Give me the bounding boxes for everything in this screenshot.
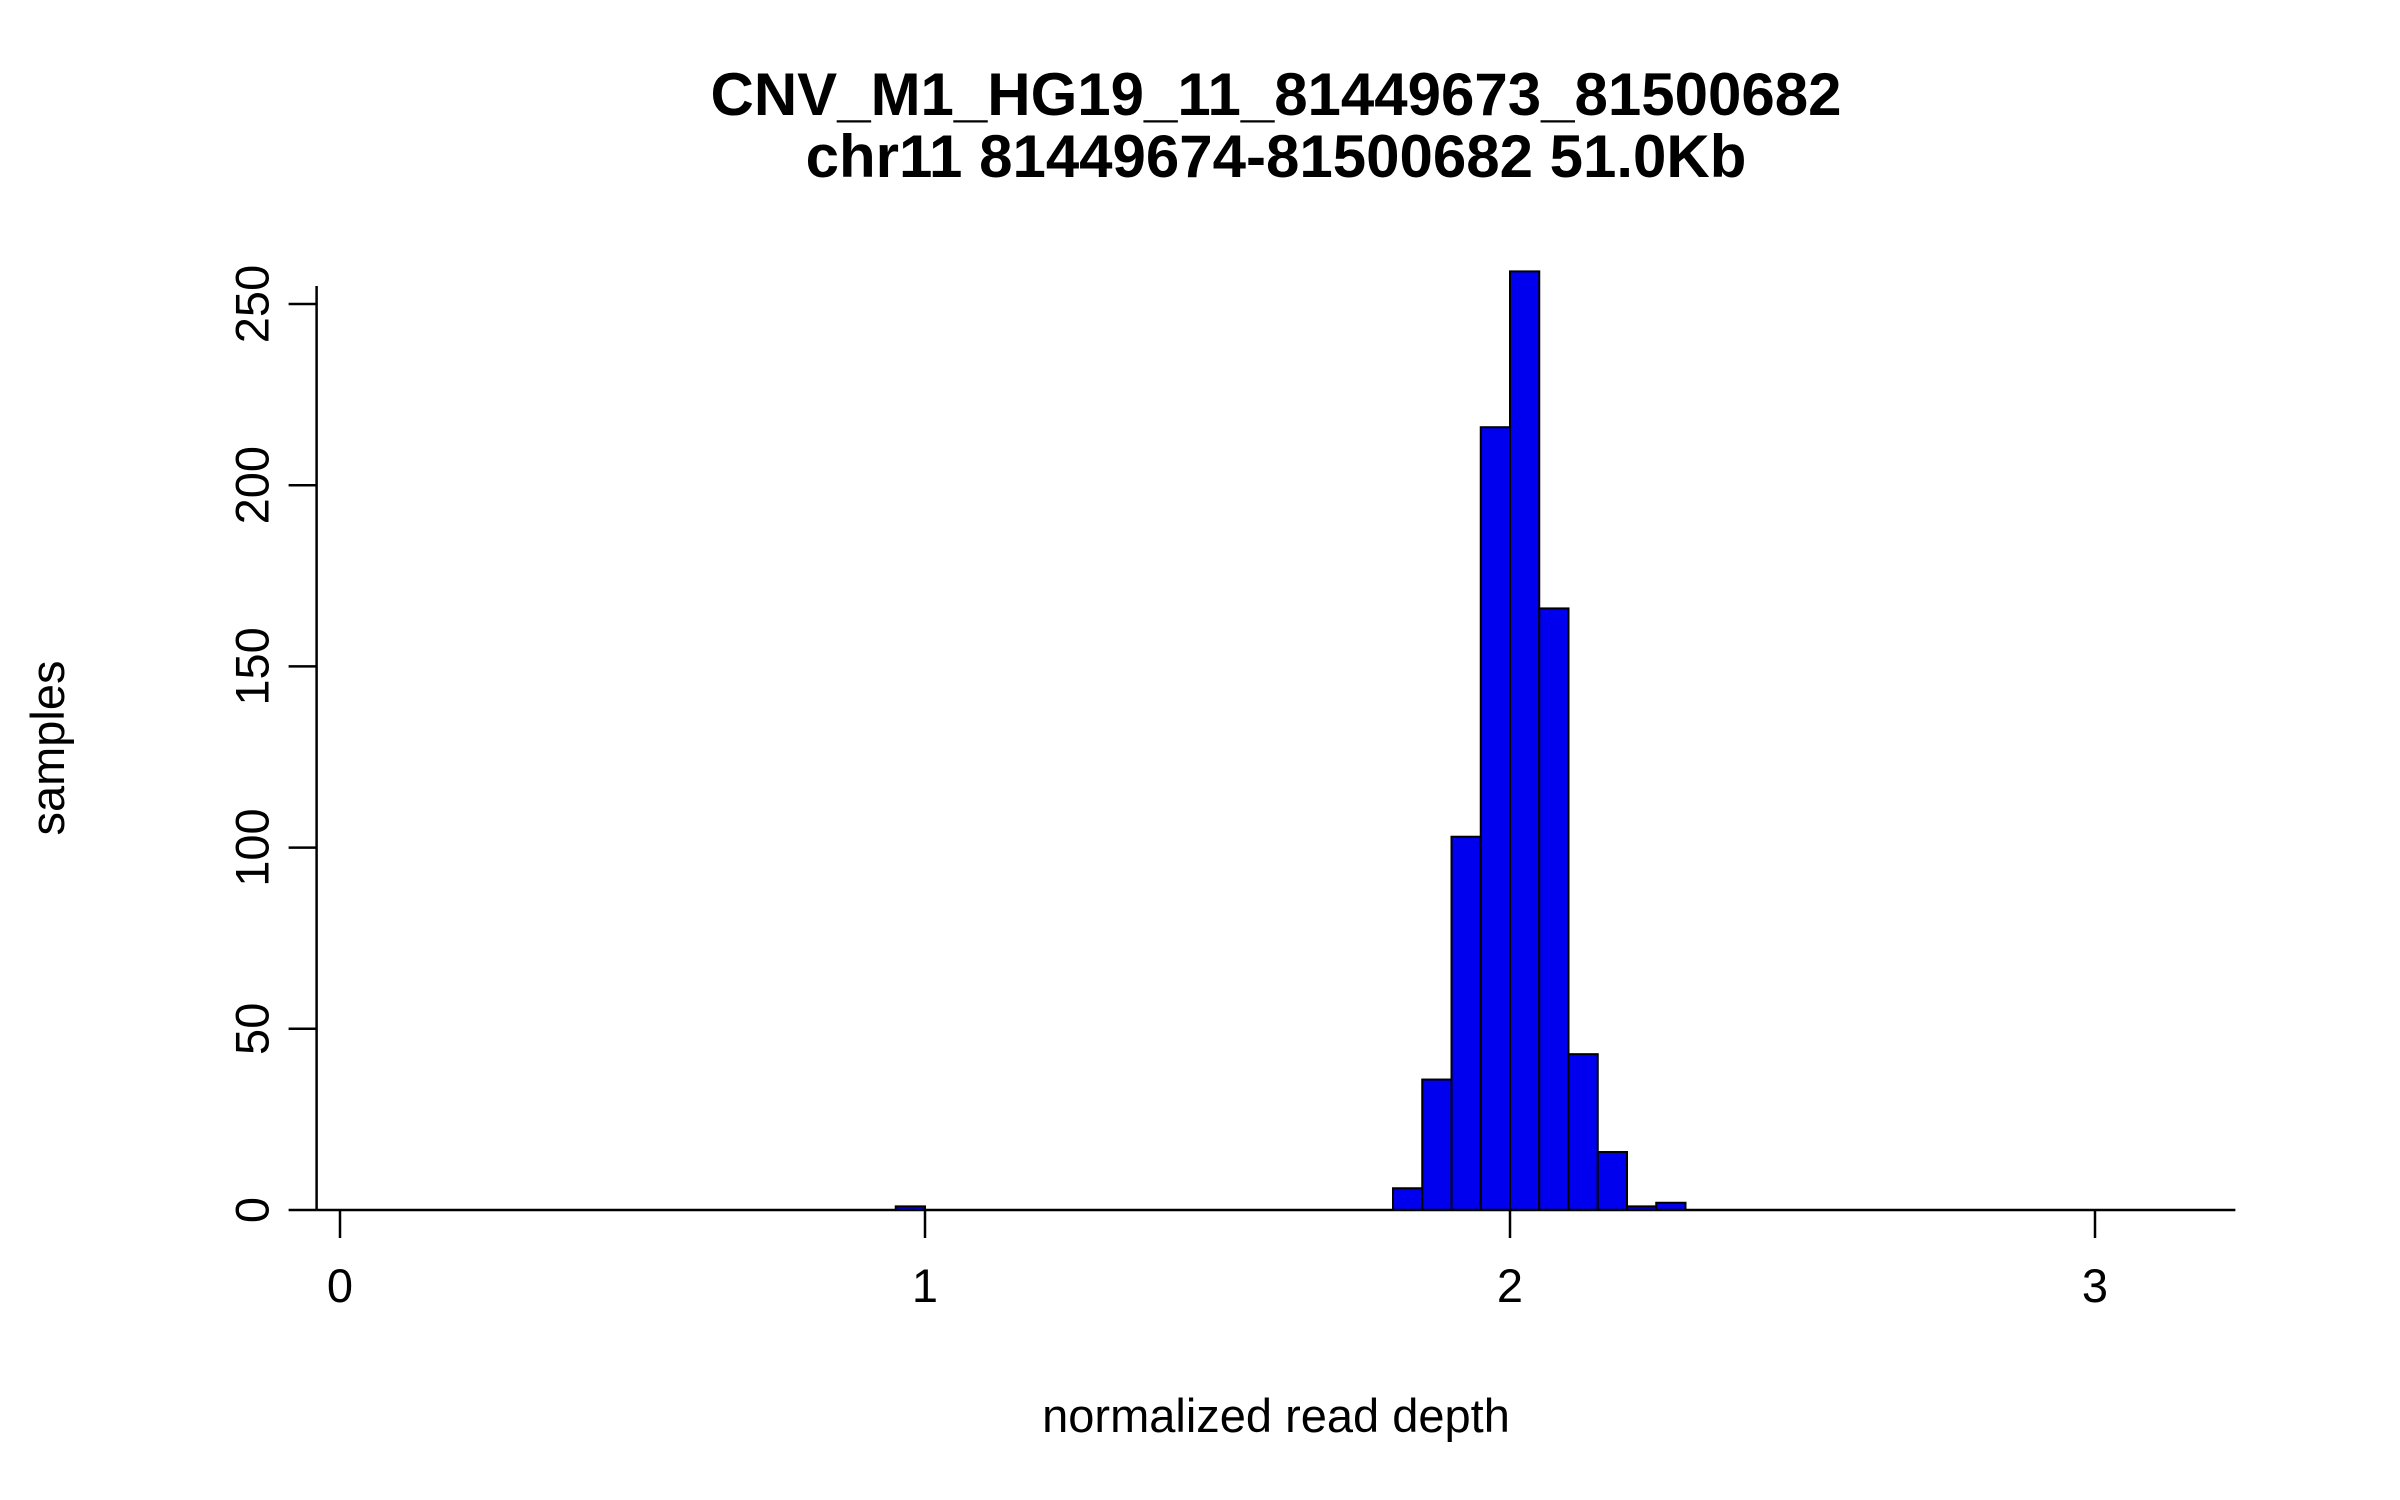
y-tick-label: 150 [226, 627, 279, 705]
y-tick-label: 250 [226, 265, 279, 343]
chart-subtitle: chr11 81449674-81500682 51.0Kb [806, 123, 1747, 190]
axes: 0 1 2 3 0 50 100 150 200 250 [226, 265, 2236, 1312]
histogram-bars [894, 270, 1687, 1212]
y-tick-label: 0 [226, 1197, 279, 1223]
histogram-bar [1509, 270, 1541, 1212]
x-tick-label: 0 [327, 1259, 353, 1312]
histogram-bar [1479, 426, 1511, 1211]
y-axis-label: samples [21, 660, 74, 835]
y-tick-label: 100 [226, 808, 279, 886]
histogram-bar [1392, 1187, 1424, 1211]
histogram-bar [1538, 607, 1570, 1211]
y-tick-label: 200 [226, 446, 279, 524]
y-tick-label: 50 [226, 1003, 279, 1055]
x-tick-label: 1 [912, 1259, 938, 1312]
chart-title: CNV_M1_HG19_11_81449673_81500682 [711, 61, 1842, 128]
histogram-bar [1450, 835, 1482, 1212]
x-axis-label: normalized read depth [1042, 1389, 1510, 1442]
histogram-bar [1567, 1053, 1599, 1211]
histogram-bar [1596, 1151, 1628, 1211]
x-tick-label: 2 [1497, 1259, 1523, 1312]
x-tick-label: 3 [2082, 1259, 2108, 1312]
histogram-bar [1421, 1078, 1453, 1212]
